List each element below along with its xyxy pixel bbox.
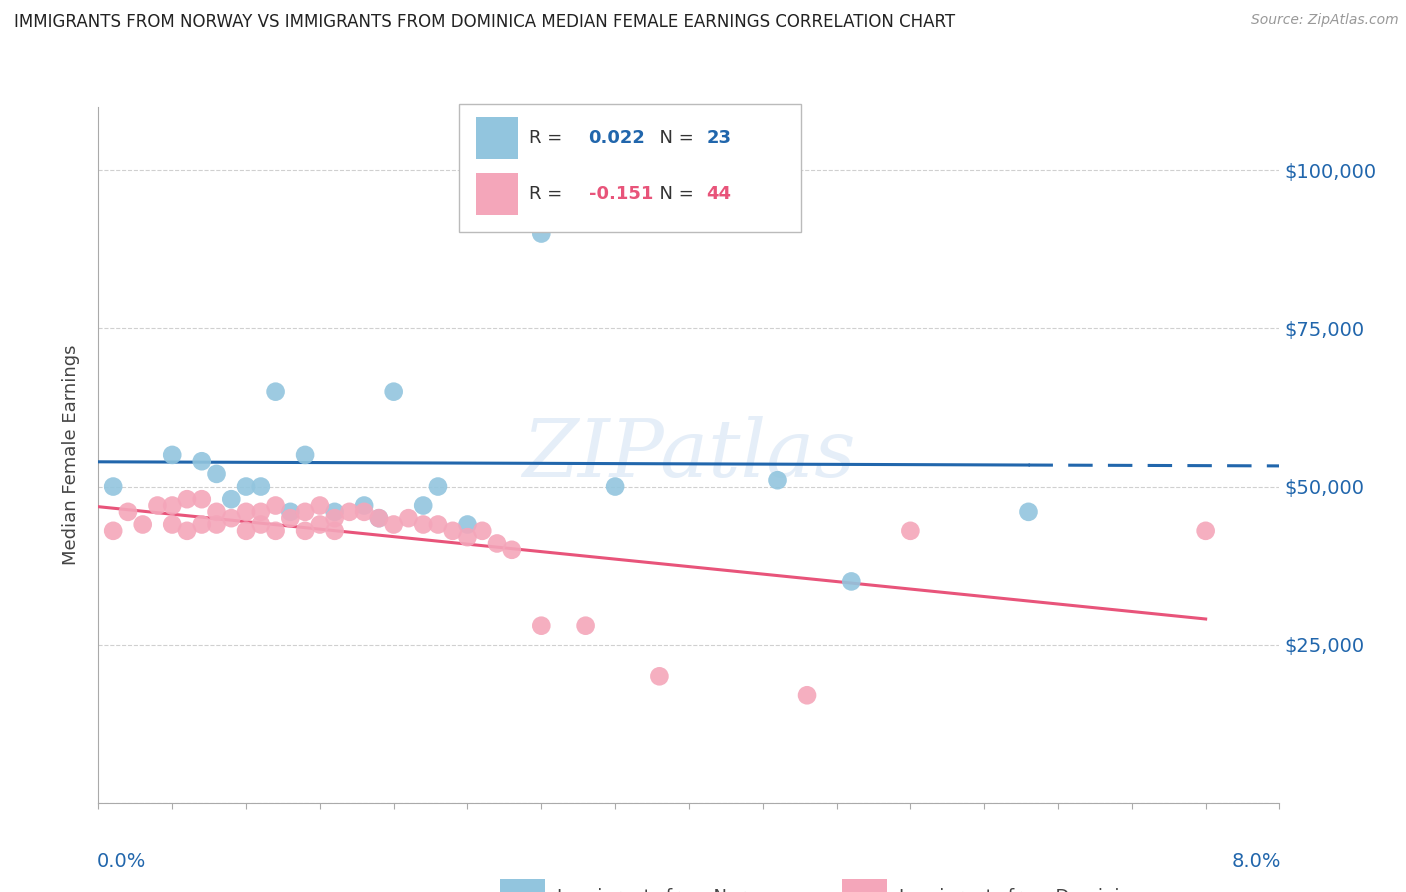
Point [278, 505, 302, 519]
Text: Immigrants from Norway: Immigrants from Norway [557, 888, 782, 892]
Point [235, 479, 257, 493]
Text: 0.022: 0.022 [589, 129, 645, 147]
Point [323, 524, 346, 538]
Point [191, 517, 214, 532]
Point [219, 511, 242, 525]
Point [530, 227, 553, 241]
Point [1017, 505, 1039, 519]
FancyBboxPatch shape [458, 103, 801, 232]
Point [412, 517, 434, 532]
Point [485, 536, 508, 550]
Point [337, 505, 360, 519]
Point [264, 499, 287, 513]
Point [367, 511, 389, 525]
Y-axis label: Median Female Earnings: Median Female Earnings [62, 344, 80, 566]
Point [294, 505, 316, 519]
Text: -0.151: -0.151 [589, 185, 652, 203]
Point [900, 524, 922, 538]
Point [176, 492, 198, 507]
Text: 8.0%: 8.0% [1232, 852, 1281, 871]
Point [353, 505, 375, 519]
Point [235, 524, 257, 538]
Point [382, 517, 405, 532]
Text: 23: 23 [707, 129, 731, 147]
Point [103, 479, 125, 493]
Point [308, 517, 332, 532]
Point [205, 517, 228, 532]
Text: 0.0%: 0.0% [97, 852, 146, 871]
Text: R =: R = [530, 185, 568, 203]
Point [501, 542, 523, 557]
Point [278, 511, 302, 525]
Point [367, 511, 389, 525]
Point [264, 524, 287, 538]
Point [250, 479, 273, 493]
Point [530, 618, 553, 632]
Text: N =: N = [648, 185, 699, 203]
Point [264, 384, 287, 399]
Point [323, 511, 346, 525]
Point [205, 505, 228, 519]
FancyBboxPatch shape [842, 880, 887, 892]
Point [456, 530, 478, 544]
Point [412, 499, 434, 513]
Point [560, 194, 582, 209]
Text: N =: N = [648, 129, 699, 147]
Point [839, 574, 862, 589]
Point [235, 505, 257, 519]
Point [162, 517, 183, 532]
Point [191, 454, 214, 468]
Point [396, 511, 419, 525]
Point [308, 499, 332, 513]
Point [162, 499, 183, 513]
FancyBboxPatch shape [501, 880, 546, 892]
Point [323, 505, 346, 519]
Point [176, 524, 198, 538]
Point [250, 517, 273, 532]
Point [471, 524, 494, 538]
Text: ZIPatlas: ZIPatlas [522, 417, 856, 493]
Point [426, 517, 449, 532]
Point [1194, 524, 1216, 538]
Text: Immigrants from Dominica: Immigrants from Dominica [900, 888, 1140, 892]
Point [294, 448, 316, 462]
Text: 44: 44 [707, 185, 731, 203]
Text: Source: ZipAtlas.com: Source: ZipAtlas.com [1251, 13, 1399, 28]
Point [456, 517, 478, 532]
Point [219, 492, 242, 507]
Point [441, 524, 464, 538]
Point [103, 524, 125, 538]
Point [382, 384, 405, 399]
Point [574, 618, 596, 632]
Point [205, 467, 228, 481]
Point [648, 669, 671, 683]
Point [146, 499, 169, 513]
Point [191, 492, 214, 507]
Text: IMMIGRANTS FROM NORWAY VS IMMIGRANTS FROM DOMINICA MEDIAN FEMALE EARNINGS CORREL: IMMIGRANTS FROM NORWAY VS IMMIGRANTS FRO… [14, 13, 955, 31]
Point [766, 473, 789, 487]
Point [353, 499, 375, 513]
Point [250, 505, 273, 519]
Text: R =: R = [530, 129, 568, 147]
FancyBboxPatch shape [477, 118, 517, 159]
FancyBboxPatch shape [477, 173, 517, 215]
Point [796, 688, 818, 702]
Point [162, 448, 183, 462]
Point [132, 517, 155, 532]
Point [605, 479, 627, 493]
Point [426, 479, 449, 493]
Point [294, 524, 316, 538]
Point [117, 505, 139, 519]
